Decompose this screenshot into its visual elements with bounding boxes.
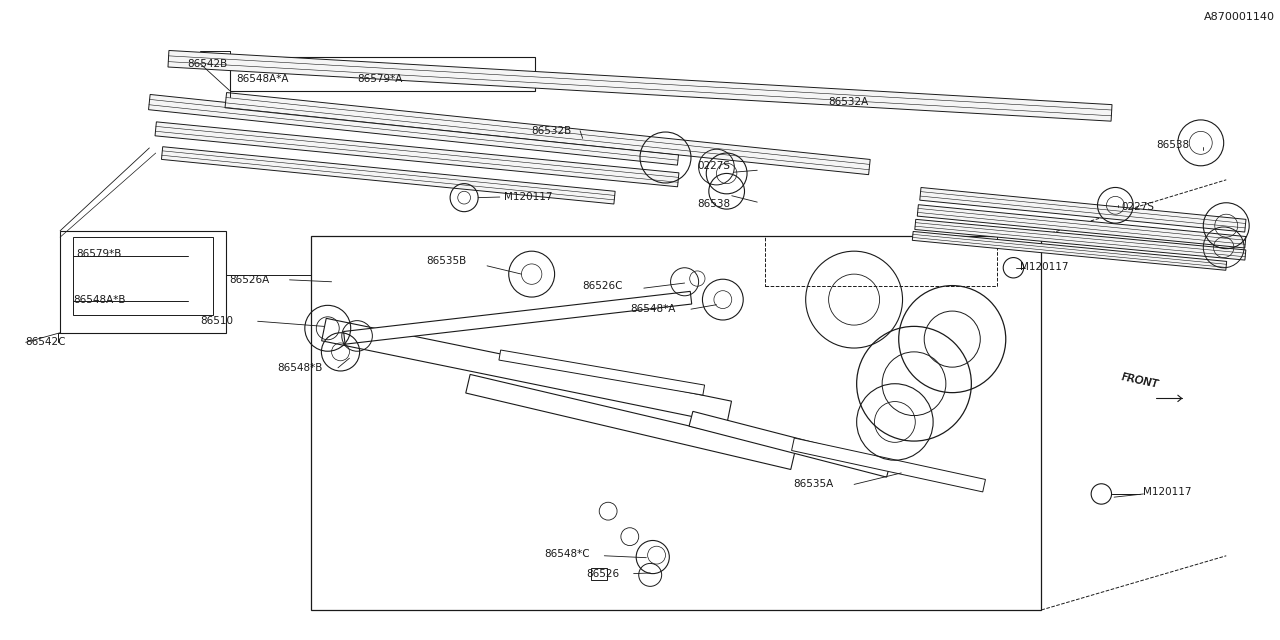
Text: 86542B: 86542B <box>188 59 228 69</box>
Text: 0227S: 0227S <box>698 161 731 171</box>
Polygon shape <box>343 291 691 344</box>
Polygon shape <box>499 350 704 395</box>
Text: 86548*C: 86548*C <box>544 550 590 559</box>
Text: FRONT: FRONT <box>1120 372 1160 390</box>
Text: M120117: M120117 <box>503 192 552 202</box>
Text: 86535B: 86535B <box>426 256 466 266</box>
Text: 86579*B: 86579*B <box>77 250 122 259</box>
Text: 86532A: 86532A <box>828 97 869 107</box>
Text: 86548A*A: 86548A*A <box>236 74 288 84</box>
Polygon shape <box>321 318 731 424</box>
Polygon shape <box>791 438 986 492</box>
Text: 86526: 86526 <box>586 568 620 579</box>
Polygon shape <box>913 232 1226 270</box>
Text: M120117: M120117 <box>1143 487 1192 497</box>
Text: 86535A: 86535A <box>792 479 833 490</box>
Polygon shape <box>148 95 678 165</box>
Bar <box>765 236 997 286</box>
Polygon shape <box>466 374 795 470</box>
Text: 86538: 86538 <box>1156 140 1189 150</box>
Text: 86510: 86510 <box>200 316 233 326</box>
Polygon shape <box>915 220 1245 260</box>
Text: 86526A: 86526A <box>229 275 270 285</box>
Polygon shape <box>155 122 678 187</box>
Text: 0227S: 0227S <box>1121 202 1155 212</box>
Polygon shape <box>225 93 870 175</box>
Polygon shape <box>920 188 1245 232</box>
Bar <box>73 237 212 315</box>
Text: 86548*A: 86548*A <box>630 304 675 314</box>
Polygon shape <box>161 147 616 204</box>
Bar <box>311 236 1042 610</box>
Bar <box>591 568 607 580</box>
Polygon shape <box>689 412 891 477</box>
Text: 86548A*B: 86548A*B <box>73 294 125 305</box>
Polygon shape <box>168 51 1112 121</box>
Polygon shape <box>918 205 1245 248</box>
Bar <box>60 231 225 333</box>
Text: FRONT: FRONT <box>1120 372 1160 390</box>
Text: M120117: M120117 <box>1020 262 1069 272</box>
Text: 86579*A: 86579*A <box>357 74 402 84</box>
Text: 86526C: 86526C <box>582 280 623 291</box>
Bar <box>229 58 535 91</box>
Text: A870001140: A870001140 <box>1203 12 1275 22</box>
Text: 86538: 86538 <box>698 199 731 209</box>
Text: 86532B: 86532B <box>531 125 572 136</box>
Text: 86548*B: 86548*B <box>276 363 323 372</box>
Text: 86542C: 86542C <box>26 337 67 348</box>
